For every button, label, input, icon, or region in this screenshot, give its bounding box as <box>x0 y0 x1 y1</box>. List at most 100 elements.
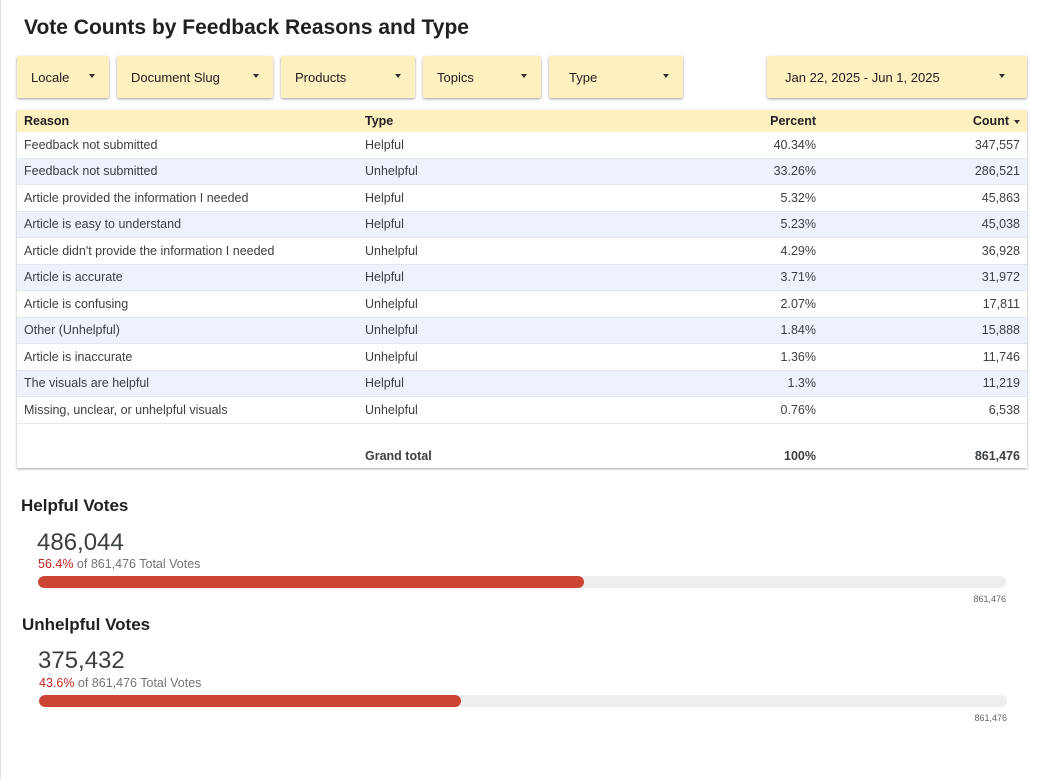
cell-type: Helpful <box>365 137 404 152</box>
cell-reason: Feedback not submitted <box>24 137 158 152</box>
grand-total-percent: 100% <box>784 449 816 463</box>
topics-filter-dropdown[interactable]: Topics <box>423 56 541 98</box>
cell-reason: The visuals are helpful <box>24 376 150 391</box>
topics-filter-label: Topics <box>437 69 474 85</box>
helpful-progress-fill <box>38 576 584 588</box>
header-type[interactable]: Type <box>365 114 394 128</box>
header-count-label: Count <box>972 114 1009 128</box>
cell-percent: 4.29% <box>780 243 816 258</box>
caret-down-icon <box>253 74 259 78</box>
unhelpful-votes-title: Unhelpful Votes <box>22 615 151 634</box>
header-count[interactable]: Count <box>973 114 1020 128</box>
cell-type: Helpful <box>365 190 404 205</box>
grand-total-label: Grand total <box>365 449 432 463</box>
cell-percent: 0.76% <box>780 402 816 417</box>
cell-type: Unhelpful <box>365 402 418 417</box>
cell-reason: Article didn't provide the information I… <box>24 243 275 258</box>
feedback-table: Reason Type Percent Count Feedback not s… <box>17 110 1027 468</box>
date-range-label: Jan 22, 2025 - Jun 1, 2025 <box>785 69 940 85</box>
cell-percent: 1.3% <box>787 376 817 391</box>
cell-type: Helpful <box>365 376 404 391</box>
sort-descending-icon[interactable] <box>1014 119 1020 124</box>
cell-count: 17,811 <box>982 296 1020 311</box>
cell-type: Helpful <box>365 270 404 285</box>
unhelpful-votes-value: 375,432 <box>38 647 125 674</box>
table-row: Article is easy to understand Helpful 5.23… <box>17 211 1027 238</box>
document-slug-filter-label: Document Slug <box>131 69 220 85</box>
cell-count: 286,521 <box>974 164 1020 179</box>
table-row: Article is confusing Unhelpful 2.07% 17,811 <box>17 291 1027 318</box>
helpful-progress-bar <box>38 576 1006 588</box>
date-range-picker[interactable]: Jan 22, 2025 - Jun 1, 2025 <box>767 56 1027 98</box>
type-filter-dropdown[interactable]: Type <box>549 56 683 98</box>
cell-type: Unhelpful <box>365 349 418 364</box>
cell-count: 6,538 <box>988 402 1020 417</box>
cell-count: 11,219 <box>982 376 1020 391</box>
table-row: Article is inaccurate Unhelpful 1.36% 11,74… <box>17 344 1027 371</box>
unhelpful-progress-fill <box>39 695 462 707</box>
helpful-votes-value: 486,044 <box>37 529 124 556</box>
cell-type: Unhelpful <box>365 243 418 258</box>
cell-count: 36,928 <box>981 243 1020 258</box>
unhelpful-votes-percent: 43.6% <box>39 676 75 690</box>
table-body: Feedback not submitted Helpful 40.34% 347,5… <box>17 132 1027 424</box>
caret-down-icon <box>999 74 1005 78</box>
helpful-bar-max-label: 861,476 <box>973 594 1006 604</box>
table-row: Article didn't provide the information I… <box>17 238 1027 265</box>
products-filter-dropdown[interactable]: Products <box>281 56 415 98</box>
cell-reason: Other (Unhelpful) <box>24 323 120 338</box>
cell-count: 45,038 <box>981 217 1020 232</box>
document-slug-filter-dropdown[interactable]: Document Slug <box>117 56 273 98</box>
cell-reason: Missing, unclear, or unhelpful visuals <box>24 402 228 417</box>
table-row: Article is accurate Helpful 3.71% 31,972 <box>17 264 1027 291</box>
cell-percent: 3.71% <box>780 270 816 285</box>
cell-count: 347,557 <box>974 137 1020 152</box>
helpful-votes-of-total: of 861,476 Total Votes <box>73 557 201 571</box>
cell-type: Unhelpful <box>365 323 418 338</box>
grand-total-count: 861,476 <box>974 449 1020 463</box>
cell-percent: 40.34% <box>773 137 816 152</box>
header-percent[interactable]: Percent <box>770 114 816 128</box>
cell-reason: Article is accurate <box>24 270 123 285</box>
caret-down-icon <box>89 74 95 78</box>
header-reason[interactable]: Reason <box>24 114 70 128</box>
cell-count: 31,972 <box>981 270 1020 285</box>
cell-type: Helpful <box>365 217 404 232</box>
cell-reason: Article is inaccurate <box>24 349 133 364</box>
unhelpful-progress-bar <box>39 695 1007 707</box>
caret-down-icon <box>663 74 669 78</box>
locale-filter-label: Locale <box>31 69 70 85</box>
cell-percent: 5.23% <box>780 217 816 232</box>
unhelpful-votes-of-total: of 861,476 Total Votes <box>74 676 202 690</box>
cell-percent: 1.84% <box>780 323 816 338</box>
cell-percent: 5.32% <box>780 190 816 205</box>
table-row: Feedback not submitted Helpful 40.34% 347,5… <box>17 132 1027 159</box>
caret-down-icon <box>395 74 401 78</box>
cell-reason: Article provided the information I neede… <box>24 190 249 205</box>
cell-percent: 1.36% <box>780 349 816 364</box>
cell-count: 45,863 <box>981 190 1020 205</box>
table-row: Article provided the information I neede… <box>17 185 1027 212</box>
cell-percent: 33.26% <box>773 164 816 179</box>
unhelpful-votes-subtext: 43.6% of 861,476 Total Votes <box>39 676 201 690</box>
cell-type: Unhelpful <box>365 296 418 311</box>
cell-reason: Article is easy to understand <box>24 217 182 232</box>
unhelpful-bar-max-label: 861,476 <box>974 713 1007 723</box>
table-row: Other (Unhelpful) Unhelpful 1.84% 15,888 <box>17 317 1027 344</box>
caret-down-icon <box>521 74 527 78</box>
helpful-votes-percent: 56.4% <box>38 557 74 571</box>
cell-count: 11,746 <box>982 349 1020 364</box>
helpful-votes-subtext: 56.4% of 861,476 Total Votes <box>38 557 200 571</box>
table-row: Feedback not submitted Unhelpful 33.26% 286… <box>17 158 1027 185</box>
table-header-row: Reason Type Percent Count <box>17 110 1027 132</box>
cell-reason: Feedback not submitted <box>24 164 158 179</box>
locale-filter-dropdown[interactable]: Locale <box>17 56 109 98</box>
page-title: Vote Counts by Feedback Reasons and Type <box>24 16 469 39</box>
products-filter-label: Products <box>295 69 347 85</box>
type-filter-label: Type <box>569 69 598 85</box>
table-row: The visuals are helpful Helpful 1.3% 11,219 <box>17 370 1027 397</box>
table-row: Missing, unclear, or unhelpful visuals Un… <box>17 397 1027 424</box>
cell-count: 15,888 <box>981 323 1020 338</box>
cell-reason: Article is confusing <box>24 296 129 311</box>
cell-percent: 2.07% <box>780 296 816 311</box>
